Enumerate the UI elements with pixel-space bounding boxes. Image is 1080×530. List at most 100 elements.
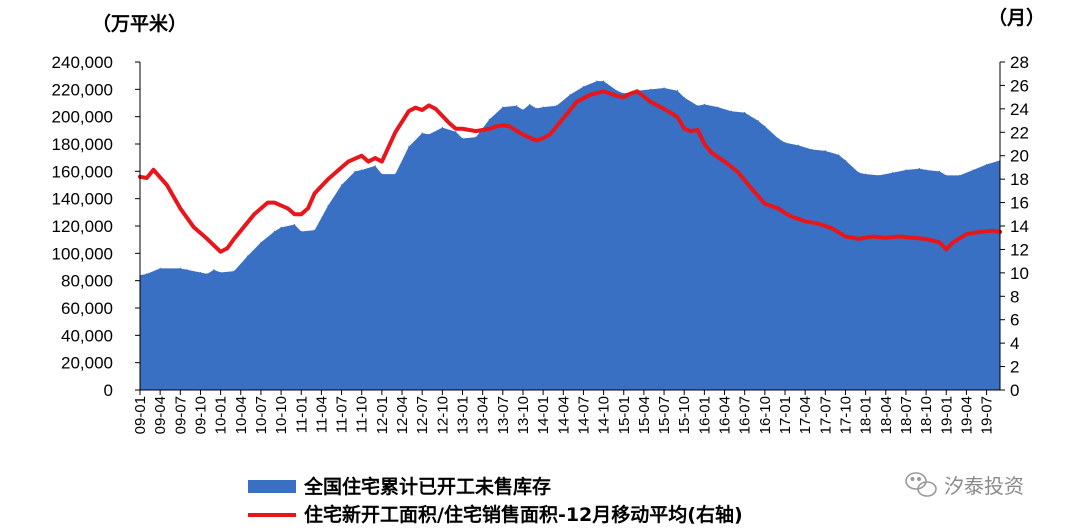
x-tick-label: 13-04 bbox=[475, 396, 492, 434]
x-tick-label: 19-07 bbox=[979, 396, 996, 434]
inventory-point bbox=[381, 173, 383, 175]
ratio-point bbox=[952, 241, 954, 244]
ratio-point bbox=[239, 229, 242, 232]
x-tick-label: 16-01 bbox=[696, 396, 713, 434]
left-tick-label: 60,000 bbox=[61, 299, 113, 318]
ratio-point bbox=[428, 104, 430, 107]
inventory-point bbox=[764, 125, 766, 127]
left-tick-label: 20,000 bbox=[61, 354, 113, 373]
x-tick-label: 15-10 bbox=[676, 396, 693, 434]
right-tick-label: 10 bbox=[1010, 264, 1029, 283]
inventory-point bbox=[502, 106, 504, 108]
ratio-point bbox=[817, 222, 820, 225]
ratio-point bbox=[233, 238, 235, 240]
ratio-point bbox=[381, 160, 383, 163]
ratio-point bbox=[844, 235, 847, 238]
ratio-point bbox=[488, 127, 491, 130]
ratio-point bbox=[293, 213, 296, 216]
inventory-point bbox=[213, 269, 215, 271]
right-tick-label: 8 bbox=[1010, 287, 1019, 306]
inventory-point bbox=[246, 255, 249, 257]
inventory-point bbox=[220, 271, 222, 274]
ratio-point bbox=[495, 125, 497, 128]
ratio-point bbox=[206, 238, 208, 240]
x-tick-label: 09-04 bbox=[152, 396, 169, 434]
ratio-point bbox=[535, 139, 538, 142]
inventory-point bbox=[717, 106, 719, 108]
ratio-point bbox=[360, 154, 363, 157]
x-tick-label: 17-07 bbox=[817, 396, 834, 434]
ratio-point bbox=[421, 109, 423, 111]
x-tick-label: 13-01 bbox=[455, 396, 472, 434]
x-tick-label: 12-07 bbox=[414, 396, 431, 434]
ratio-point bbox=[327, 178, 329, 180]
inventory-point bbox=[757, 120, 759, 122]
ratio-point bbox=[696, 129, 699, 131]
inventory-point bbox=[475, 136, 477, 138]
x-tick-label: 11-10 bbox=[354, 396, 371, 433]
inventory-point bbox=[455, 131, 457, 133]
right-tick-label: 4 bbox=[1010, 334, 1019, 353]
ratio-point bbox=[636, 90, 638, 93]
x-tick-label: 18-04 bbox=[878, 396, 895, 434]
inventory-point bbox=[582, 86, 585, 88]
inventory-point bbox=[186, 269, 188, 271]
ratio-point bbox=[710, 151, 712, 153]
inventory-area-series bbox=[139, 80, 1001, 390]
x-tick-label: 17-10 bbox=[837, 396, 854, 434]
inventory-point bbox=[623, 92, 625, 95]
inventory-point bbox=[441, 127, 443, 129]
ratio-point bbox=[542, 137, 544, 139]
inventory-point bbox=[522, 109, 524, 111]
inventory-point bbox=[777, 137, 779, 140]
x-tick-label: 18-01 bbox=[858, 396, 875, 434]
left-tick-label: 180,000 bbox=[52, 135, 113, 154]
ratio-point bbox=[226, 247, 229, 250]
ratio-point bbox=[784, 212, 786, 214]
right-tick-label: 2 bbox=[1010, 358, 1019, 377]
ratio-point bbox=[475, 130, 477, 132]
ratio-point bbox=[374, 157, 376, 159]
inventory-point bbox=[865, 173, 867, 175]
inventory-point bbox=[327, 204, 329, 207]
inventory-point bbox=[569, 94, 571, 96]
right-tick-label: 28 bbox=[1010, 53, 1029, 72]
ratio-point bbox=[938, 241, 941, 244]
inventory-point bbox=[925, 169, 927, 171]
x-tick-label: 09-01 bbox=[132, 396, 149, 434]
ratio-point bbox=[690, 130, 692, 132]
ratio-point bbox=[945, 248, 948, 251]
ratio-point bbox=[649, 101, 652, 103]
ratio-point bbox=[152, 168, 155, 171]
x-tick-label: 11-01 bbox=[293, 396, 310, 433]
right-tick-label: 12 bbox=[1010, 240, 1029, 259]
inventory-point bbox=[542, 106, 544, 108]
left-tick-label: 200,000 bbox=[52, 108, 113, 127]
ratio-point bbox=[454, 127, 457, 130]
ratio-point bbox=[448, 122, 450, 124]
ratio-point bbox=[145, 177, 148, 179]
inventory-point bbox=[744, 111, 746, 114]
inventory-point bbox=[293, 224, 296, 226]
ratio-point bbox=[925, 238, 927, 240]
left-tick-label: 220,000 bbox=[52, 80, 113, 99]
inventory-point bbox=[972, 169, 974, 171]
ratio-point bbox=[750, 187, 753, 190]
x-tick-label: 10-04 bbox=[233, 396, 250, 434]
right-tick-label: 24 bbox=[1010, 100, 1029, 119]
inventory-point bbox=[199, 271, 202, 274]
legend-label-ratio: 住宅新开工面积/住宅销售面积-12月移动平均(右轴) bbox=[304, 503, 743, 526]
ratio-point bbox=[266, 201, 269, 204]
x-tick-label: 19-01 bbox=[938, 396, 955, 434]
x-tick-label: 10-07 bbox=[253, 396, 270, 434]
left-tick-label: 240,000 bbox=[52, 53, 113, 72]
inventory-point bbox=[206, 273, 208, 275]
inventory-point bbox=[824, 150, 826, 152]
inventory-point bbox=[159, 267, 161, 269]
watermark-text: 汐泰投资 bbox=[944, 474, 1024, 498]
x-tick-label: 11-04 bbox=[313, 396, 330, 433]
legend: 全国住宅累计已开工未售库存 住宅新开工面积/住宅销售面积-12月移动平均(右轴) bbox=[248, 475, 743, 526]
ratio-point bbox=[703, 143, 706, 145]
legend-label-inventory: 全国住宅累计已开工未售库存 bbox=[303, 475, 551, 498]
